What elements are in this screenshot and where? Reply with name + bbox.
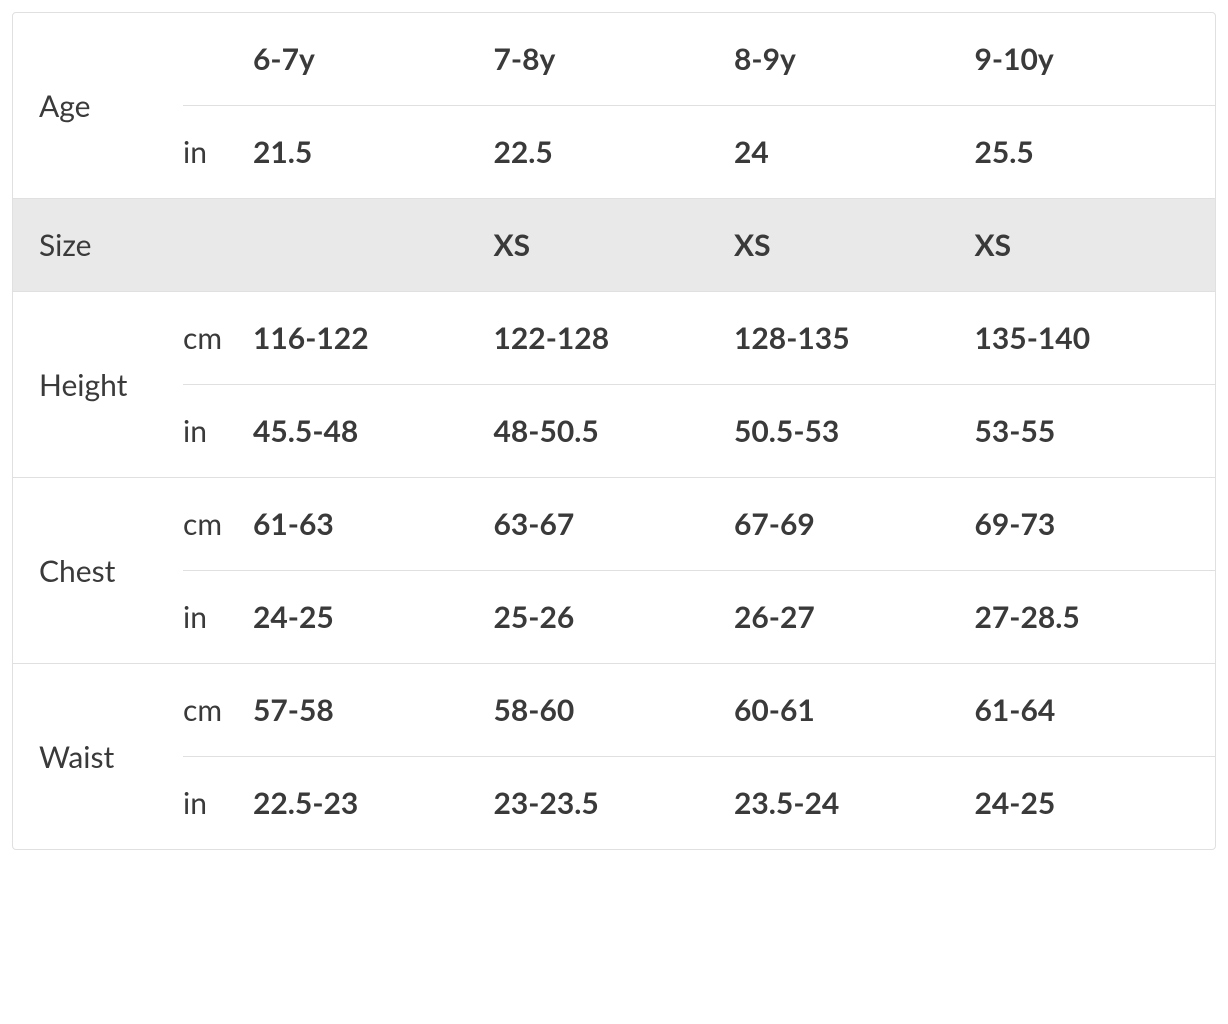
- age-in-0: 21.5: [253, 106, 494, 198]
- size-chart: Age 6-7y 7-8y 8-9y 9-10y in 21.5 22.5 24…: [12, 12, 1216, 850]
- chest-cm-1: 63-67: [494, 478, 735, 570]
- unit-cm: cm: [183, 478, 253, 570]
- height-in-1: 48-50.5: [494, 385, 735, 477]
- unit-cm: cm: [183, 664, 253, 756]
- waist-in-3: 24-25: [975, 757, 1216, 849]
- size-2: XS: [734, 199, 975, 291]
- waist-cm-3: 61-64: [975, 664, 1216, 756]
- row-height-cm: Height cm 116-122 122-128 128-135 135-14…: [13, 292, 1215, 385]
- chest-cm-3: 69-73: [975, 478, 1216, 570]
- blank: [183, 217, 253, 273]
- height-cm-0: 116-122: [253, 292, 494, 384]
- blank: [183, 31, 253, 87]
- row-size: Size XS XS XS: [13, 199, 1215, 292]
- size-0: [253, 217, 494, 273]
- waist-cm-2: 60-61: [734, 664, 975, 756]
- height-label: Height: [13, 339, 183, 431]
- row-height-in: in 45.5-48 48-50.5 50.5-53 53-55: [13, 385, 1215, 478]
- waist-cm-0: 57-58: [253, 664, 494, 756]
- unit-cm: cm: [183, 292, 253, 384]
- waist-in-0: 22.5-23: [253, 757, 494, 849]
- size-1: XS: [494, 199, 735, 291]
- height-cm-1: 122-128: [494, 292, 735, 384]
- col-age-0: 6-7y: [253, 13, 494, 105]
- unit-in: in: [183, 106, 253, 198]
- age-in-3: 25.5: [975, 106, 1216, 198]
- height-in-2: 50.5-53: [734, 385, 975, 477]
- chest-in-2: 26-27: [734, 571, 975, 663]
- row-waist-in: in 22.5-23 23-23.5 23.5-24 24-25: [13, 757, 1215, 850]
- height-in-0: 45.5-48: [253, 385, 494, 477]
- col-age-3: 9-10y: [975, 13, 1216, 105]
- age-label: Age: [13, 60, 183, 152]
- chest-in-0: 24-25: [253, 571, 494, 663]
- waist-in-2: 23.5-24: [734, 757, 975, 849]
- unit-in: in: [183, 385, 253, 477]
- age-in-1: 22.5: [494, 106, 735, 198]
- chest-label: Chest: [13, 525, 183, 617]
- row-chest-in: in 24-25 25-26 26-27 27-28.5: [13, 571, 1215, 664]
- chest-cm-2: 67-69: [734, 478, 975, 570]
- age-in-2: 24: [734, 106, 975, 198]
- col-age-1: 7-8y: [494, 13, 735, 105]
- height-cm-2: 128-135: [734, 292, 975, 384]
- row-chest-cm: Chest cm 61-63 63-67 67-69 69-73: [13, 478, 1215, 571]
- size-3: XS: [975, 199, 1216, 291]
- waist-in-1: 23-23.5: [494, 757, 735, 849]
- size-label: Size: [13, 199, 183, 291]
- col-age-2: 8-9y: [734, 13, 975, 105]
- waist-label: Waist: [13, 711, 183, 803]
- size-table: Age 6-7y 7-8y 8-9y 9-10y in 21.5 22.5 24…: [13, 13, 1215, 849]
- height-in-3: 53-55: [975, 385, 1216, 477]
- chest-cm-0: 61-63: [253, 478, 494, 570]
- chest-in-1: 25-26: [494, 571, 735, 663]
- row-age-in: in 21.5 22.5 24 25.5: [13, 106, 1215, 199]
- chest-in-3: 27-28.5: [975, 571, 1216, 663]
- waist-cm-1: 58-60: [494, 664, 735, 756]
- row-waist-cm: Waist cm 57-58 58-60 60-61 61-64: [13, 664, 1215, 757]
- height-cm-3: 135-140: [975, 292, 1216, 384]
- row-age-header: Age 6-7y 7-8y 8-9y 9-10y: [13, 13, 1215, 106]
- unit-in: in: [183, 757, 253, 849]
- unit-in: in: [183, 571, 253, 663]
